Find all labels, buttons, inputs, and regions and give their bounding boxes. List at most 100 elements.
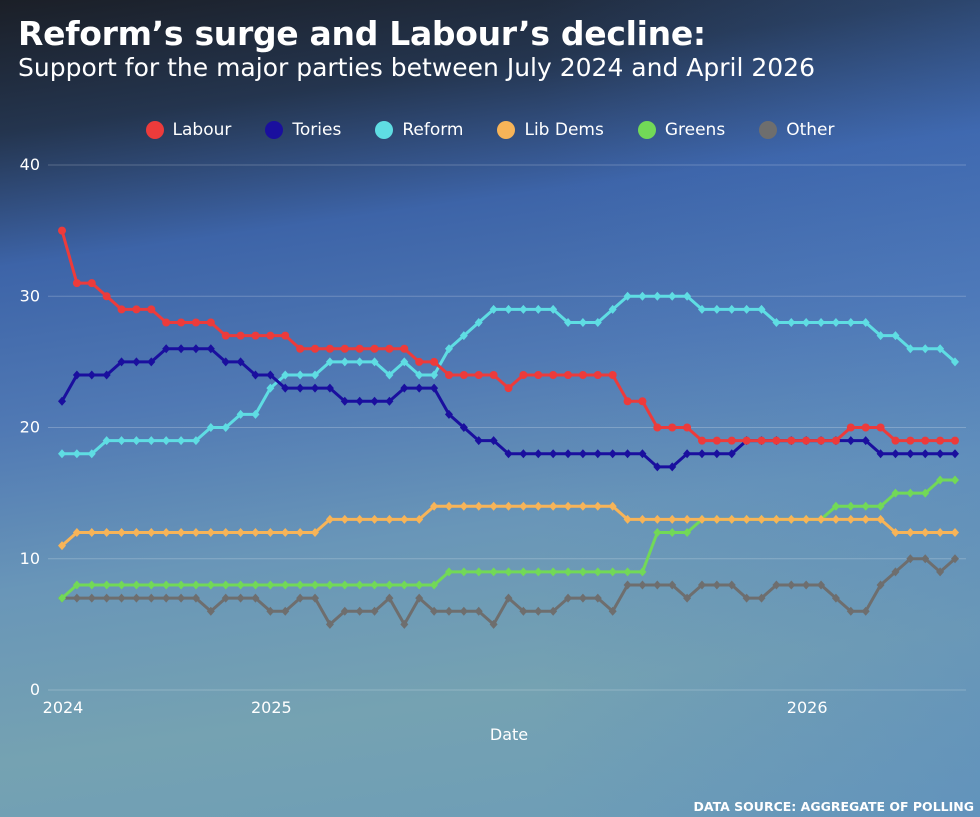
data-point-other — [415, 593, 424, 603]
data-point-reform — [400, 357, 409, 367]
data-point-reform — [177, 436, 186, 446]
x-tick-label: 2026 — [787, 698, 828, 717]
data-point-labour — [370, 344, 379, 353]
data-point-tories — [325, 383, 334, 393]
data-point-labour — [474, 371, 483, 379]
data-point-other — [296, 593, 305, 603]
data-point-labour — [653, 423, 662, 432]
data-point-reform — [712, 304, 721, 314]
data-point-other — [831, 593, 840, 603]
data-point-other — [861, 606, 870, 616]
data-point-other — [504, 593, 513, 603]
data-point-greens — [519, 567, 528, 577]
data-point-reform — [415, 370, 424, 380]
data-point-labour — [266, 331, 275, 340]
data-point-reform — [504, 304, 513, 314]
data-point-greens — [564, 567, 573, 577]
data-point-labour — [504, 384, 513, 393]
x-tick-label: 2025 — [251, 698, 292, 717]
data-point-tories — [266, 370, 275, 380]
data-point-other — [742, 593, 751, 603]
legend-label: Labour — [172, 120, 232, 140]
data-point-reform — [564, 318, 573, 327]
data-point-other — [236, 593, 245, 603]
data-point-labour — [191, 318, 200, 327]
data-point-reform — [459, 331, 468, 341]
data-point-reform — [668, 291, 677, 301]
data-point-labour — [921, 436, 930, 445]
legend: Labour Tories Reform Lib Dems Greens Other — [0, 120, 980, 140]
legend-label: Tories — [292, 120, 342, 140]
series-tories — [58, 344, 959, 472]
data-point-greens — [861, 501, 870, 511]
data-point-labour — [311, 344, 320, 353]
data-point-reform — [221, 423, 230, 432]
data-point-tories — [72, 370, 81, 380]
data-point-lib-dems — [861, 514, 870, 524]
data-point-reform — [340, 357, 349, 367]
data-point-lib-dems — [162, 528, 171, 537]
data-point-tories — [311, 383, 320, 393]
data-point-other — [802, 580, 811, 590]
data-point-labour — [668, 423, 677, 432]
data-point-lib-dems — [489, 501, 498, 511]
data-point-labour — [132, 305, 141, 314]
data-point-greens — [906, 488, 915, 498]
x-axis-label: Date — [490, 725, 528, 744]
data-point-lib-dems — [787, 514, 796, 524]
data-point-reform — [549, 304, 558, 314]
data-point-reform — [578, 318, 587, 327]
data-point-labour — [638, 397, 647, 406]
data-point-labour — [385, 344, 394, 353]
data-point-labour — [72, 279, 81, 288]
data-point-labour — [355, 344, 364, 353]
data-point-greens — [489, 567, 498, 577]
data-point-other — [891, 567, 900, 577]
data-point-greens — [281, 580, 290, 590]
data-point-lib-dems — [400, 514, 409, 524]
legend-label: Greens — [664, 120, 726, 140]
data-point-greens — [87, 580, 96, 590]
data-point-tories — [504, 449, 513, 459]
data-point-labour — [87, 279, 96, 288]
data-point-other — [549, 606, 558, 616]
data-point-other — [430, 606, 439, 616]
data-point-other — [340, 606, 349, 616]
data-point-greens — [578, 567, 587, 577]
data-point-labour — [147, 305, 156, 314]
data-point-reform — [444, 344, 453, 354]
data-point-greens — [936, 475, 945, 485]
data-point-lib-dems — [534, 501, 543, 511]
data-point-other — [846, 606, 855, 616]
data-point-tories — [549, 449, 558, 459]
data-point-reform — [787, 318, 796, 327]
data-point-greens — [102, 580, 111, 590]
series-line-tories — [60, 347, 955, 469]
data-point-greens — [162, 580, 171, 590]
data-point-tories — [400, 383, 409, 393]
data-point-reform — [534, 304, 543, 314]
data-point-other — [102, 593, 111, 603]
data-point-greens — [534, 567, 543, 577]
data-point-reform — [772, 318, 781, 327]
data-point-greens — [415, 580, 424, 590]
data-point-greens — [444, 567, 453, 577]
data-source: DATA SOURCE: AGGREGATE OF POLLING — [693, 799, 974, 814]
legend-item-tories: Tories — [265, 120, 341, 140]
data-point-other — [400, 619, 409, 629]
data-point-greens — [459, 567, 468, 577]
y-tick-label: 40 — [20, 155, 40, 174]
data-point-labour — [564, 371, 573, 379]
legend-swatch-other — [759, 121, 778, 139]
data-point-lib-dems — [608, 501, 617, 511]
data-point-lib-dems — [906, 528, 915, 537]
data-point-tories — [564, 449, 573, 459]
data-point-greens — [370, 580, 379, 590]
data-point-lib-dems — [251, 528, 260, 537]
series-line-lib-dems — [61, 504, 955, 547]
data-point-tories — [340, 396, 349, 406]
data-point-greens — [117, 580, 126, 590]
data-point-tories — [87, 370, 96, 380]
data-point-other — [653, 580, 662, 590]
